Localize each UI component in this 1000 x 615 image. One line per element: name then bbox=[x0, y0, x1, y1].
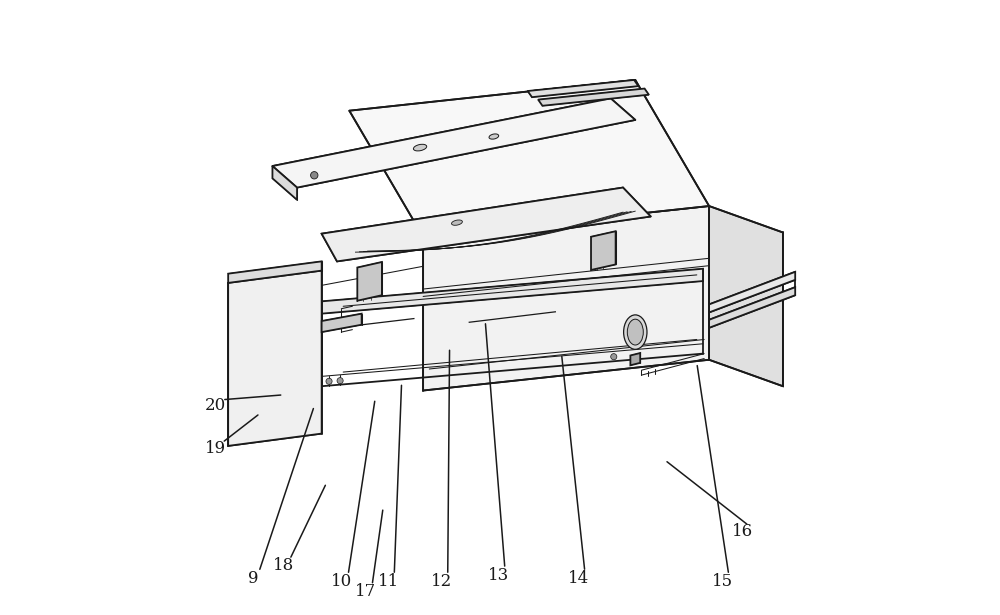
Text: 13: 13 bbox=[488, 566, 509, 584]
Polygon shape bbox=[528, 80, 638, 97]
Circle shape bbox=[326, 378, 332, 384]
Circle shape bbox=[337, 378, 343, 384]
Text: 20: 20 bbox=[205, 397, 226, 415]
Polygon shape bbox=[349, 80, 709, 237]
Polygon shape bbox=[423, 206, 709, 391]
Polygon shape bbox=[538, 89, 649, 106]
Polygon shape bbox=[322, 188, 651, 261]
Text: 16: 16 bbox=[732, 523, 753, 541]
Polygon shape bbox=[709, 206, 783, 386]
Text: 9: 9 bbox=[248, 569, 258, 587]
Circle shape bbox=[311, 172, 318, 179]
Polygon shape bbox=[228, 261, 322, 283]
Polygon shape bbox=[322, 314, 362, 332]
Text: 12: 12 bbox=[431, 573, 452, 590]
Ellipse shape bbox=[452, 220, 462, 225]
Polygon shape bbox=[591, 231, 616, 270]
Polygon shape bbox=[630, 353, 640, 365]
Text: 15: 15 bbox=[712, 573, 733, 590]
Text: 10: 10 bbox=[331, 573, 353, 590]
Polygon shape bbox=[709, 272, 795, 312]
Ellipse shape bbox=[627, 319, 643, 345]
Polygon shape bbox=[272, 98, 635, 188]
Polygon shape bbox=[228, 271, 322, 446]
Text: 11: 11 bbox=[377, 573, 399, 590]
Circle shape bbox=[611, 354, 617, 360]
Ellipse shape bbox=[413, 145, 427, 151]
Polygon shape bbox=[357, 262, 382, 301]
Ellipse shape bbox=[624, 315, 647, 349]
Polygon shape bbox=[709, 287, 795, 328]
Polygon shape bbox=[272, 166, 297, 200]
Polygon shape bbox=[322, 269, 703, 314]
Ellipse shape bbox=[489, 134, 499, 139]
Text: 14: 14 bbox=[568, 569, 589, 587]
Text: 18: 18 bbox=[273, 557, 294, 574]
Text: 17: 17 bbox=[355, 583, 377, 600]
Text: 19: 19 bbox=[205, 440, 226, 458]
